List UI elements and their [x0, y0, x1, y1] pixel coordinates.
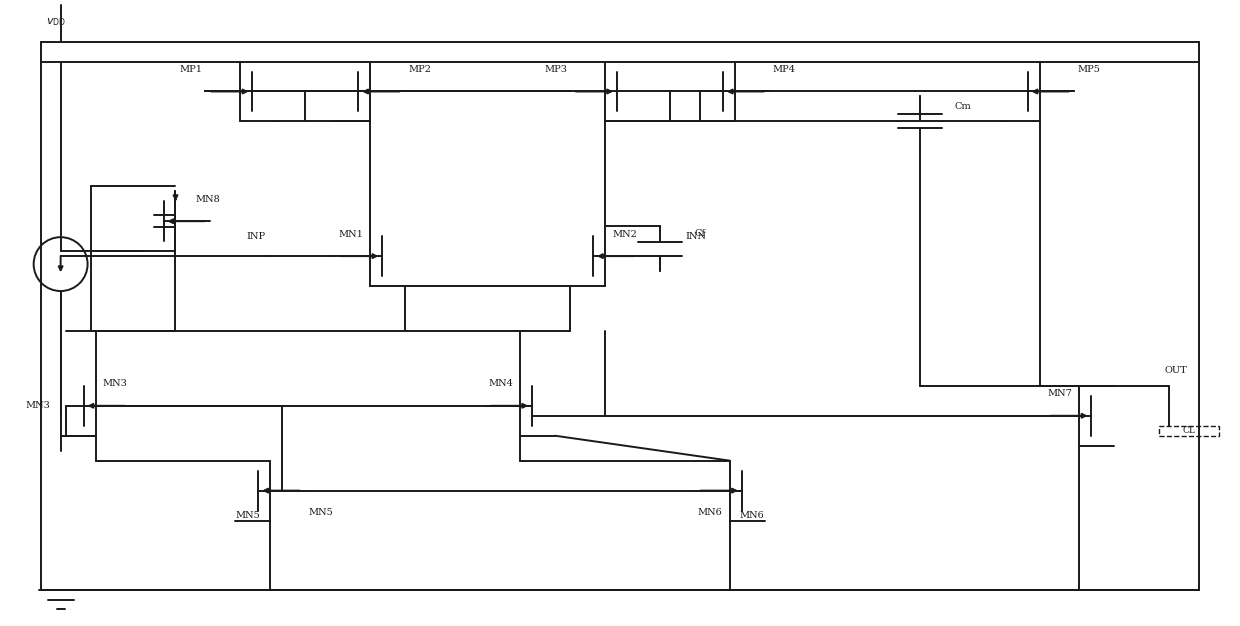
Text: CL: CL: [1183, 426, 1195, 435]
Text: INP: INP: [247, 232, 265, 240]
Text: MP5: MP5: [1078, 65, 1100, 74]
Text: MN5: MN5: [236, 511, 260, 520]
Text: MN5: MN5: [309, 508, 334, 517]
Text: OUT: OUT: [1164, 366, 1187, 376]
Text: MN3: MN3: [103, 379, 128, 388]
Text: MN8: MN8: [196, 195, 221, 203]
Text: MN6: MN6: [698, 508, 723, 517]
Text: MN6: MN6: [740, 511, 765, 520]
Text: MN7: MN7: [1048, 389, 1073, 398]
Text: MN1: MN1: [339, 230, 363, 239]
Text: Cf: Cf: [694, 229, 706, 238]
Text: MP2: MP2: [408, 65, 432, 74]
Text: Cm: Cm: [955, 102, 971, 111]
Text: MN2: MN2: [613, 230, 637, 239]
Text: MP3: MP3: [544, 65, 567, 74]
Text: INN: INN: [684, 232, 706, 240]
Text: $v_{\rm DD}$: $v_{\rm DD}$: [46, 16, 66, 28]
Text: MN4: MN4: [489, 379, 513, 388]
Text: MP1: MP1: [180, 65, 202, 74]
Text: MN3: MN3: [26, 401, 51, 410]
Text: MP4: MP4: [773, 65, 796, 74]
